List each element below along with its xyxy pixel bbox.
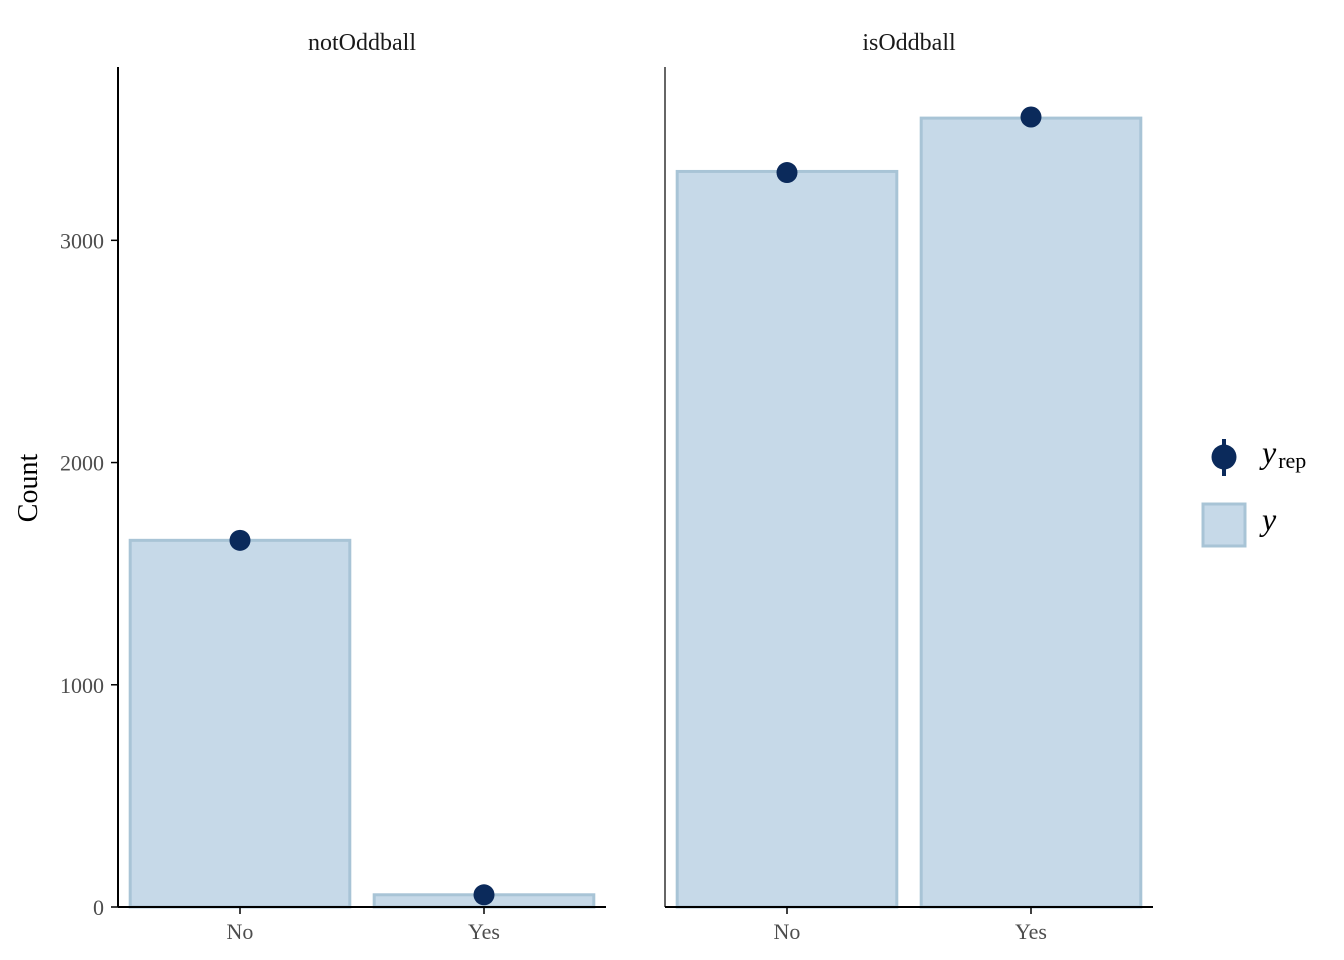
- legend-label-yrep: yrep: [1259, 434, 1306, 473]
- facet-panel-0: notOddball No Yes 0 1000 2000 3000: [60, 30, 606, 944]
- facet-panels: notOddball No Yes 0 1000 2000 3000 isOddball No Y…: [60, 30, 1153, 944]
- bar-no: [675, 169, 899, 909]
- bar-yes: [919, 116, 1143, 909]
- facet-panel-1: isOddball No Yes: [664, 30, 1153, 944]
- legend-y-swatch: [1201, 502, 1247, 548]
- y-tick-label: 2000: [60, 451, 104, 476]
- legend: yrep y: [1201, 434, 1306, 548]
- y-tick-label: 1000: [60, 673, 104, 698]
- x-tick-label: No: [227, 919, 254, 944]
- y-axis-title: Count: [13, 454, 44, 523]
- x-tick-label: Yes: [468, 919, 500, 944]
- x-tick-label: No: [774, 919, 801, 944]
- x-tick-label: Yes: [1015, 919, 1047, 944]
- y-tick-label: 0: [93, 895, 104, 920]
- legend-label-y: y: [1259, 501, 1277, 537]
- facet-title: notOddball: [308, 30, 416, 56]
- bar-no: [128, 538, 352, 909]
- y-tick-label: 3000: [60, 228, 104, 253]
- yrep-point-no: [229, 529, 251, 551]
- yrep-point-yes: [473, 884, 495, 906]
- yrep-point-no: [776, 162, 798, 184]
- yrep-point-yes: [1020, 106, 1042, 128]
- facet-title: isOddball: [862, 30, 956, 56]
- legend-yrep-point: [1211, 444, 1237, 470]
